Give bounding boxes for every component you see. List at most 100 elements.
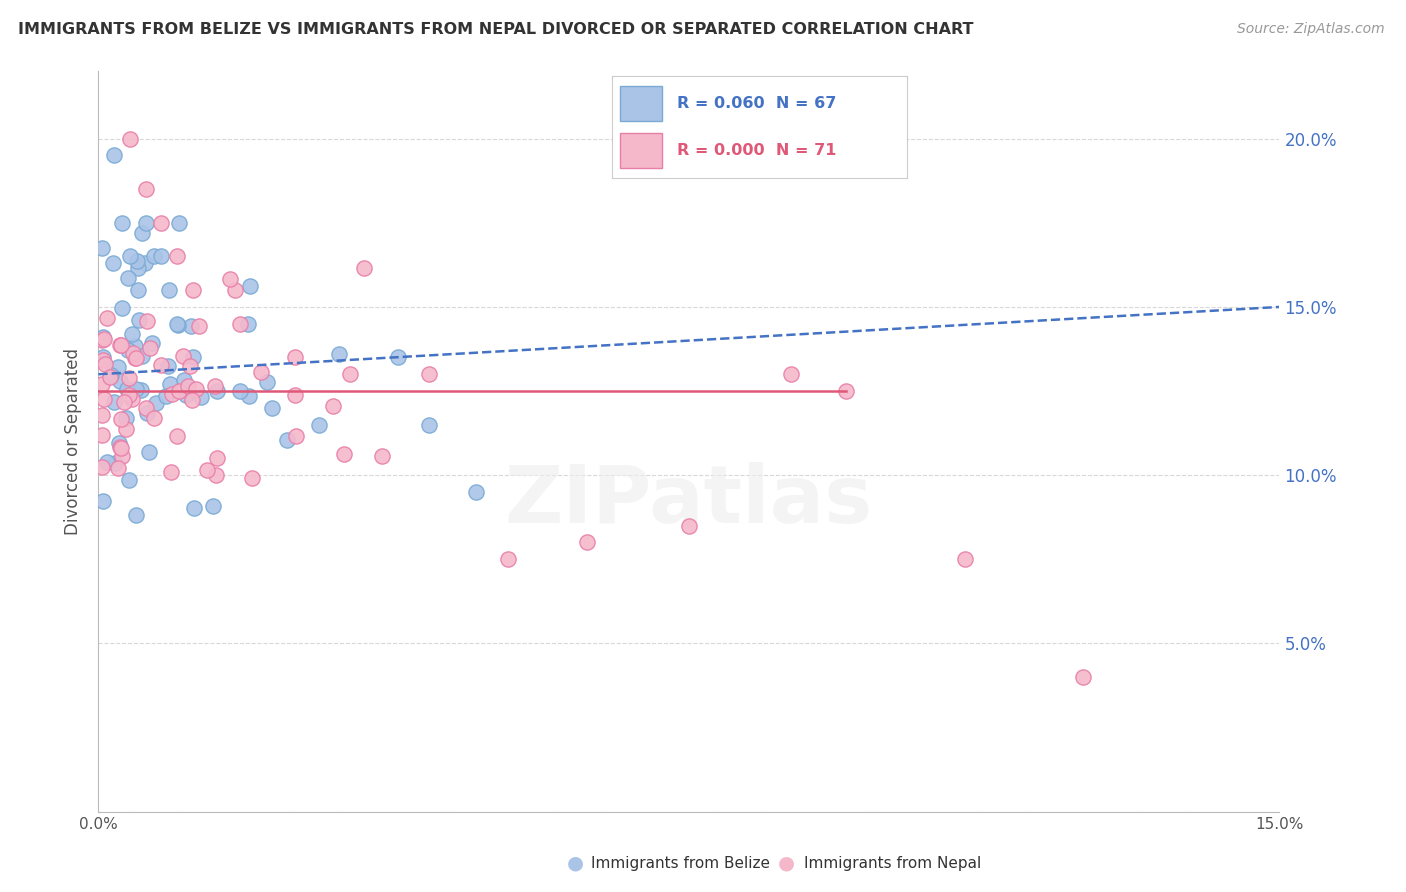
Point [150,358,173,372]
Point [108,374,131,388]
Point [173,373,195,387]
Point [205,468,228,483]
Point [124,351,146,365]
Point [127,254,149,268]
Point [96,311,118,326]
Point [239,279,262,293]
Point [418,368,440,382]
Point [186,382,208,396]
Point [229,384,252,398]
Point [236,317,259,331]
Point [125,382,148,396]
Point [150,216,173,230]
Text: Immigrants from Belize: Immigrants from Belize [591,856,769,871]
Point [91,350,114,364]
Point [91,376,114,391]
Point [167,384,190,399]
Point [276,433,298,447]
Point [229,317,252,331]
Point [166,428,188,442]
Point [136,406,159,420]
Point [308,417,330,432]
Point [465,485,488,500]
Point [169,216,191,230]
Point [110,440,132,454]
Point [134,256,156,270]
Point [219,272,242,286]
Point [322,399,344,413]
Point [128,313,150,327]
Point [256,375,278,389]
Point [125,351,148,365]
Point [238,389,260,403]
Text: Source: ZipAtlas.com: Source: ZipAtlas.com [1237,22,1385,37]
Point [118,371,141,385]
Point [91,333,114,347]
Point [96,454,118,468]
Point [159,377,181,392]
Point [121,326,143,341]
Point [135,182,157,196]
Text: ●: ● [567,854,583,873]
Point [117,343,139,357]
Point [370,449,392,463]
Point [107,460,129,475]
Text: IMMIGRANTS FROM BELIZE VS IMMIGRANTS FROM NEPAL DIVORCED OR SEPARATED CORRELATIO: IMMIGRANTS FROM BELIZE VS IMMIGRANTS FRO… [18,22,974,37]
Point [121,392,143,407]
Point [353,261,375,276]
Point [142,249,165,264]
Point [190,390,212,404]
Point [141,336,163,351]
Point [91,460,114,475]
Point [150,249,173,264]
Point [131,226,153,240]
Point [91,408,114,422]
Point [284,388,307,402]
Point [91,352,114,367]
Point [138,445,160,459]
Point [328,347,350,361]
Point [284,429,307,443]
Point [127,283,149,297]
Point [107,359,129,374]
Point [155,389,177,403]
Point [135,314,157,328]
Point [160,465,183,479]
Point [1071,670,1094,684]
Text: R = 0.060  N = 67: R = 0.060 N = 67 [676,96,837,111]
Point [93,358,115,372]
Point [103,148,125,162]
Point [224,283,246,297]
Point [131,349,153,363]
Point [110,338,132,352]
Text: ●: ● [778,854,794,873]
Point [107,435,129,450]
Point [332,448,354,462]
Point [180,318,202,333]
Point [250,365,273,379]
Point [157,283,180,297]
Point [339,368,361,382]
Point [575,535,598,549]
Point [166,249,188,264]
Point [205,384,228,398]
Point [112,394,135,409]
Point [181,283,204,297]
Point [183,500,205,515]
Point [145,395,167,409]
Point [172,349,194,363]
Point [129,383,152,397]
Point [93,392,115,406]
Point [103,394,125,409]
Point [205,451,228,466]
Point [496,552,519,566]
Point [91,428,114,442]
Point [118,249,141,264]
Point [135,216,157,230]
Point [240,471,263,485]
Point [195,462,218,476]
Point [111,216,134,230]
Point [118,388,141,402]
Point [188,318,211,333]
Point [181,351,204,365]
